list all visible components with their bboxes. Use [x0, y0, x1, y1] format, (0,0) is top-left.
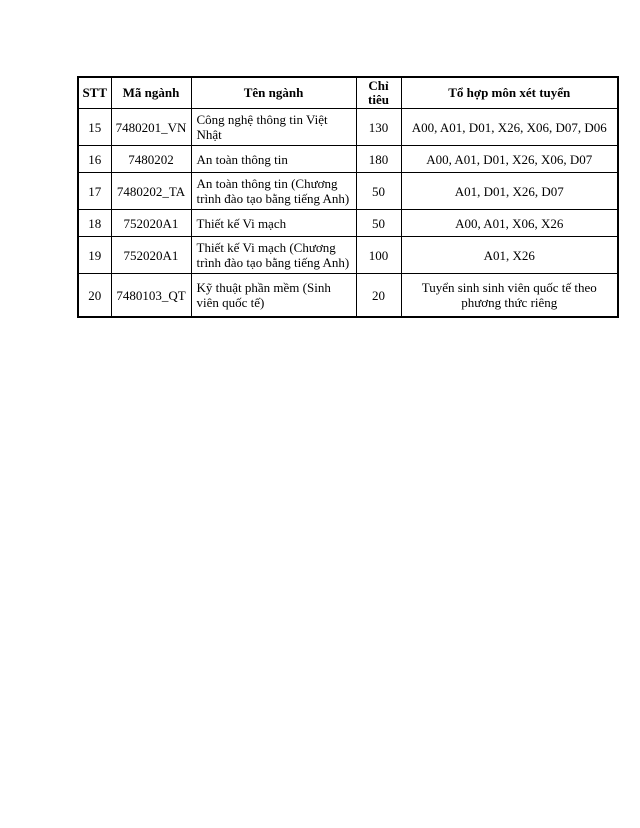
table-row: 17 7480202_TA An toàn thông tin (Chương tr… [77, 172, 619, 210]
cell-ten-nganh: Thiết kế Vi mạch [190, 209, 357, 237]
cell-stt: 20 [77, 273, 112, 318]
cell-ma-nganh: 7480202_TA [110, 172, 192, 210]
column-header-ma-nganh: Mã ngành [110, 76, 192, 109]
cell-ma-nganh: 752020A1 [110, 209, 192, 237]
cell-ten-nganh: An toàn thông tin [190, 145, 357, 173]
cell-to-hop: A00, A01, D01, X26, X06, D07, D06 [400, 108, 619, 146]
cell-ten-nganh: Thiết kế Vi mạch (Chương trình đào tạo b… [190, 236, 357, 274]
cell-to-hop: A01, D01, X26, D07 [400, 172, 619, 210]
table-header: STT Mã ngành Tên ngành Chỉ tiêu Tổ hợp m… [77, 76, 619, 109]
cell-ma-nganh: 7480103_QT [110, 273, 192, 318]
admissions-table-container: STT Mã ngành Tên ngành Chỉ tiêu Tổ hợp m… [77, 76, 619, 318]
cell-chi-tieu: 50 [355, 172, 402, 210]
cell-to-hop: A00, A01, X06, X26 [400, 209, 619, 237]
cell-stt: 19 [77, 236, 112, 274]
table-row: 16 7480202 An toàn thông tin 180 A00, A01, D… [77, 145, 619, 173]
cell-chi-tieu: 50 [355, 209, 402, 237]
column-header-chi-tieu: Chỉ tiêu [355, 76, 402, 109]
cell-to-hop: A01, X26 [400, 236, 619, 274]
cell-ten-nganh: An toàn thông tin (Chương trình đào tạo … [190, 172, 357, 210]
cell-stt: 16 [77, 145, 112, 173]
table-row: 19 752020A1 Thiết kế Vi mạch (Chương trình… [77, 236, 619, 274]
table-body: 15 7480201_VN Công nghệ thông tin Việt Nhậ… [77, 108, 619, 318]
column-header-ten-nganh: Tên ngành [190, 76, 357, 109]
cell-ma-nganh: 7480202 [110, 145, 192, 173]
table-row: 18 752020A1 Thiết kế Vi mạch 50 A00, A01, X0… [77, 209, 619, 237]
cell-ten-nganh: Kỹ thuật phần mềm (Sinh viên quốc tế) [190, 273, 357, 318]
cell-chi-tieu: 20 [355, 273, 402, 318]
header-row: STT Mã ngành Tên ngành Chỉ tiêu Tổ hợp m… [77, 76, 619, 109]
cell-chi-tieu: 130 [355, 108, 402, 146]
table-row: 20 7480103_QT Kỹ thuật phần mềm (Sinh viên… [77, 273, 619, 318]
cell-ma-nganh: 752020A1 [110, 236, 192, 274]
admissions-quota-table: STT Mã ngành Tên ngành Chỉ tiêu Tổ hợp m… [77, 76, 619, 318]
cell-chi-tieu: 180 [355, 145, 402, 173]
cell-stt: 15 [77, 108, 112, 146]
cell-chi-tieu: 100 [355, 236, 402, 274]
cell-ma-nganh: 7480201_VN [110, 108, 192, 146]
cell-to-hop: Tuyển sinh sinh viên quốc tế theo phương… [400, 273, 619, 318]
cell-stt: 17 [77, 172, 112, 210]
column-header-to-hop: Tổ hợp môn xét tuyển [400, 76, 619, 109]
table-row: 15 7480201_VN Công nghệ thông tin Việt Nhậ… [77, 108, 619, 146]
cell-to-hop: A00, A01, D01, X26, X06, D07 [400, 145, 619, 173]
column-header-stt: STT [77, 76, 112, 109]
cell-stt: 18 [77, 209, 112, 237]
cell-ten-nganh: Công nghệ thông tin Việt Nhật [190, 108, 357, 146]
